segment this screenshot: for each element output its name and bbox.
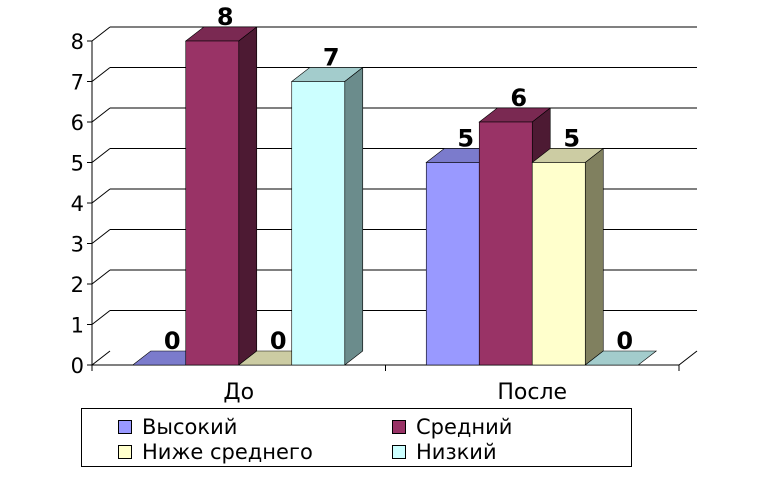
- legend-item-low: Низкий: [392, 440, 497, 464]
- gridline-side: [91, 310, 111, 325]
- data-label: 5: [457, 125, 474, 153]
- x-category-label: До: [223, 380, 254, 405]
- y-tick-label: 7: [71, 71, 84, 95]
- axes: [91, 41, 698, 371]
- legend-label-medium: Средний: [416, 415, 513, 439]
- y-tick-label: 0: [71, 354, 84, 378]
- data-label: 5: [563, 125, 580, 153]
- bar-after-2-front: [531, 162, 586, 366]
- bar-after-2-side: [584, 147, 604, 366]
- y-tick-label: 3: [71, 233, 84, 257]
- bars: [131, 26, 658, 366]
- legend-swatch-high: [118, 420, 132, 434]
- bar-after-0-front: [425, 162, 480, 366]
- bar-before-1-front: [185, 40, 240, 366]
- gridline-side: [91, 148, 111, 163]
- x-category-label: После: [497, 380, 567, 405]
- floor-right-edge: [678, 350, 698, 366]
- y-tick-label: 5: [71, 152, 84, 176]
- y-tick-label: 6: [71, 111, 84, 135]
- data-labels: 0 8 0 7 5 6 5 0: [164, 3, 633, 355]
- gridline-side: [91, 229, 111, 244]
- data-label: 0: [270, 327, 287, 355]
- legend-swatch-below-average: [118, 445, 132, 459]
- gridline-side: [91, 107, 111, 123]
- data-label: 0: [164, 327, 181, 355]
- gridline-side: [91, 67, 111, 82]
- data-label: 0: [616, 327, 633, 355]
- y-tick-label: 4: [71, 192, 84, 216]
- legend-item-high: Высокий: [118, 415, 237, 439]
- y-tick-label: 2: [71, 273, 84, 297]
- legend-label-low: Низкий: [416, 440, 497, 464]
- bar-after-3-top: [584, 350, 658, 366]
- legend-swatch-low: [392, 445, 406, 459]
- legend-item-below-average: Ниже среднего: [118, 440, 313, 464]
- y-tick-label: 1: [71, 314, 84, 338]
- bar-before-3-front: [291, 81, 346, 366]
- bar-before-3-side: [344, 66, 364, 366]
- legend-item-medium: Средний: [392, 415, 512, 439]
- legend-swatch-medium: [392, 420, 406, 434]
- gridline-side: [91, 26, 111, 42]
- y-axis-ticks: 0 1 2 3 4 5 6 7 8: [71, 30, 92, 378]
- gridline-side: [91, 188, 111, 204]
- gridline-side: [91, 269, 111, 285]
- legend-label-below-average: Ниже среднего: [142, 440, 313, 464]
- data-label: 7: [323, 44, 340, 72]
- data-label: 6: [510, 84, 527, 112]
- data-label: 8: [217, 3, 234, 31]
- gridlines: [91, 26, 697, 325]
- bar-after-1-front: [478, 121, 533, 366]
- legend-label-high: Высокий: [142, 415, 238, 439]
- floor-left-edge: [91, 350, 111, 366]
- x-axis-categories: До После: [223, 380, 567, 405]
- y-tick-label: 8: [71, 30, 84, 54]
- legend: Высокий Средний Ниже среднего Низкий: [81, 408, 632, 467]
- bar-before-1-side: [238, 26, 258, 366]
